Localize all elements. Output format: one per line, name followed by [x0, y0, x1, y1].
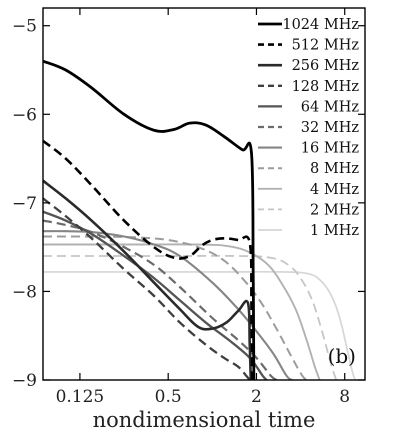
legend-label-4: 64 MHz	[301, 99, 360, 115]
legend-label-6: 16 MHz	[301, 141, 360, 157]
legend-label-8: 4 MHz	[310, 182, 359, 198]
series-line-0	[43, 59, 256, 380]
legend: 1024 MHz 512 MHz 256 MHz 128 MHz 64 MHz 32 MH…	[258, 17, 359, 239]
legend-label-2: 256 MHz	[292, 58, 360, 74]
x-tick-label: 8	[339, 387, 350, 407]
series-line-10	[43, 270, 356, 380]
legend-label-1: 512 MHz	[292, 38, 360, 54]
y-tick-label: −6	[12, 105, 37, 125]
plot-frame	[42, 7, 366, 381]
y-tick-label: −5	[12, 17, 37, 37]
series-line-3	[43, 197, 251, 380]
legend-label-9: 2 MHz	[310, 202, 359, 218]
series-line-8	[43, 243, 321, 380]
x-tick-label: 0.5	[155, 387, 182, 407]
x-tick-label: 0.125	[56, 387, 105, 407]
series-line-2	[43, 179, 253, 380]
legend-label-10: 1 MHz	[310, 223, 359, 239]
x-tick-label: 2	[251, 387, 262, 407]
legend-label-5: 32 MHz	[301, 120, 360, 136]
series-line-5	[43, 219, 278, 380]
series-line-9	[43, 254, 338, 380]
series-layer	[43, 59, 356, 380]
ticks-layer: 0.125 0.5 2 8 −5 −6 −7 −8 −9	[12, 8, 365, 407]
x-axis-label: nondimensional time	[93, 408, 316, 432]
legend-label-0: 1024 MHz	[282, 17, 359, 33]
panel-label: (b)	[328, 344, 356, 368]
y-tick-label: −9	[12, 371, 37, 391]
legend-label-7: 8 MHz	[310, 161, 359, 177]
y-tick-label: −8	[12, 282, 37, 302]
y-tick-label: −7	[12, 194, 37, 214]
legend-label-3: 128 MHz	[292, 79, 360, 95]
series-line-1	[43, 139, 254, 380]
